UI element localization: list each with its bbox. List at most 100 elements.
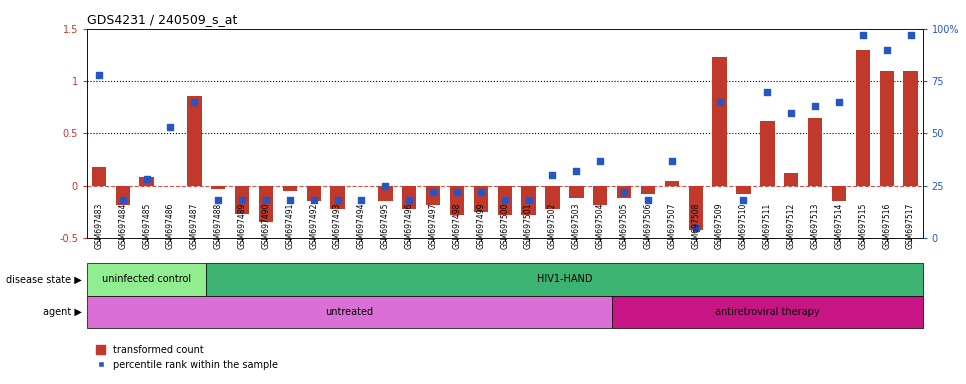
Bar — [330, 186, 345, 209]
Point — [592, 157, 608, 164]
Bar — [640, 186, 655, 194]
Point — [569, 168, 584, 174]
Bar — [87, 263, 207, 296]
Bar — [593, 186, 608, 205]
Text: GSM697507: GSM697507 — [668, 203, 676, 249]
Point — [736, 197, 752, 204]
Point — [879, 46, 895, 53]
Bar — [856, 50, 870, 186]
Text: uninfected control: uninfected control — [102, 274, 191, 285]
Bar — [617, 186, 631, 198]
Text: GSM697498: GSM697498 — [452, 203, 462, 249]
Bar — [713, 57, 726, 186]
Point — [783, 109, 799, 116]
Bar — [402, 186, 416, 209]
Bar — [522, 186, 536, 215]
Bar — [612, 296, 923, 328]
Bar — [497, 186, 512, 215]
Text: GSM697486: GSM697486 — [166, 203, 175, 249]
Point — [282, 197, 298, 204]
Bar — [306, 186, 321, 202]
Bar — [139, 177, 154, 186]
Text: GSM697485: GSM697485 — [142, 203, 151, 249]
Text: GSM697484: GSM697484 — [118, 203, 128, 249]
Bar — [187, 96, 202, 186]
Bar — [283, 186, 297, 191]
Text: GSM697494: GSM697494 — [357, 203, 366, 249]
Text: GSM697497: GSM697497 — [429, 203, 438, 249]
Point — [91, 72, 106, 78]
Text: HIV1-HAND: HIV1-HAND — [537, 274, 592, 285]
Text: GSM697516: GSM697516 — [882, 203, 892, 249]
Text: GSM697503: GSM697503 — [572, 203, 581, 249]
Bar — [379, 186, 392, 202]
Point — [521, 197, 536, 204]
Point — [473, 189, 489, 195]
Bar — [760, 121, 775, 186]
Text: GSM697517: GSM697517 — [906, 203, 915, 249]
Text: GSM697510: GSM697510 — [739, 203, 748, 249]
Text: GSM697490: GSM697490 — [262, 203, 270, 249]
Text: GSM697508: GSM697508 — [692, 203, 700, 249]
Bar — [689, 186, 703, 230]
Point — [688, 225, 703, 231]
Bar — [784, 173, 798, 186]
Bar — [235, 186, 249, 214]
Point — [162, 124, 179, 130]
Point — [808, 103, 823, 109]
Text: GSM697509: GSM697509 — [715, 203, 724, 249]
Text: agent ▶: agent ▶ — [43, 307, 82, 317]
Text: GSM697488: GSM697488 — [213, 203, 223, 249]
Point — [258, 197, 273, 204]
Point — [186, 99, 202, 105]
Text: GSM697506: GSM697506 — [643, 203, 652, 249]
Bar — [92, 167, 106, 186]
Point — [664, 157, 679, 164]
Point — [306, 197, 322, 204]
Bar — [808, 118, 822, 186]
Bar — [665, 180, 679, 186]
Bar — [87, 296, 612, 328]
Text: GSM697492: GSM697492 — [309, 203, 318, 249]
Bar — [903, 71, 918, 186]
Text: GSM697496: GSM697496 — [405, 203, 413, 249]
Point — [497, 197, 512, 204]
Point — [354, 197, 369, 204]
Point — [831, 99, 846, 105]
Point — [759, 89, 775, 95]
Bar — [473, 186, 488, 212]
Point — [425, 189, 440, 195]
Bar — [116, 186, 129, 205]
Point — [329, 197, 346, 204]
Text: GSM697501: GSM697501 — [525, 203, 533, 249]
Point — [378, 183, 393, 189]
Point — [115, 197, 130, 204]
Point — [545, 172, 560, 178]
Text: GSM697483: GSM697483 — [95, 203, 103, 249]
Text: GSM697515: GSM697515 — [859, 203, 867, 249]
Text: GSM697505: GSM697505 — [619, 203, 629, 249]
Point — [211, 197, 226, 204]
Bar — [259, 186, 273, 222]
Point — [616, 189, 632, 195]
Point — [402, 197, 417, 204]
Point — [139, 176, 155, 182]
Bar — [212, 186, 225, 189]
Bar — [450, 186, 464, 215]
Bar — [546, 186, 559, 209]
Text: GSM697512: GSM697512 — [786, 203, 796, 249]
Point — [640, 197, 656, 204]
Text: GSM697489: GSM697489 — [238, 203, 246, 249]
Text: GSM697513: GSM697513 — [810, 203, 819, 249]
Point — [449, 189, 465, 195]
Bar — [207, 263, 923, 296]
Bar — [736, 186, 751, 194]
Bar — [569, 186, 583, 198]
Bar — [832, 186, 846, 202]
Text: GSM697493: GSM697493 — [333, 203, 342, 249]
Point — [235, 197, 250, 204]
Legend: transformed count, percentile rank within the sample: transformed count, percentile rank withi… — [92, 341, 282, 374]
Text: GSM697499: GSM697499 — [476, 203, 485, 249]
Text: GDS4231 / 240509_s_at: GDS4231 / 240509_s_at — [87, 13, 238, 26]
Text: GSM697487: GSM697487 — [190, 203, 199, 249]
